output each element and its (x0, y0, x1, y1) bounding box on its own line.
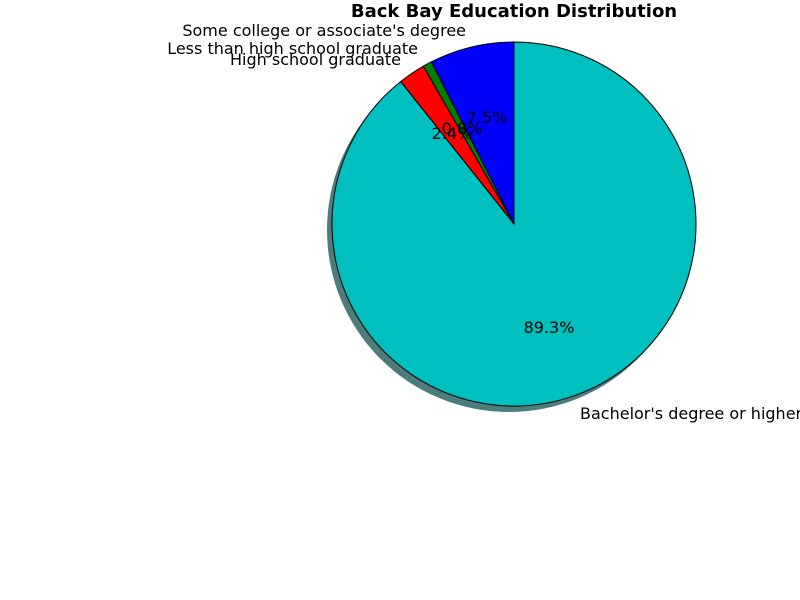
slice-label: Bachelor's degree or higher (580, 404, 800, 423)
slice-percent-label: 89.3% (524, 318, 575, 337)
slice-label: Less than high school graduate (167, 39, 418, 58)
slice-label: Some college or associate's degree (182, 21, 466, 40)
slice-label: High school graduate (230, 50, 401, 69)
chart-title: Back Bay Education Distribution (351, 1, 677, 22)
pie-slice (331, 41, 697, 407)
slice-percent-label: 7.5% (467, 108, 508, 127)
slice-percent-label: 0.8% (442, 119, 483, 138)
slice-percent-label: 2.4% (432, 124, 473, 143)
